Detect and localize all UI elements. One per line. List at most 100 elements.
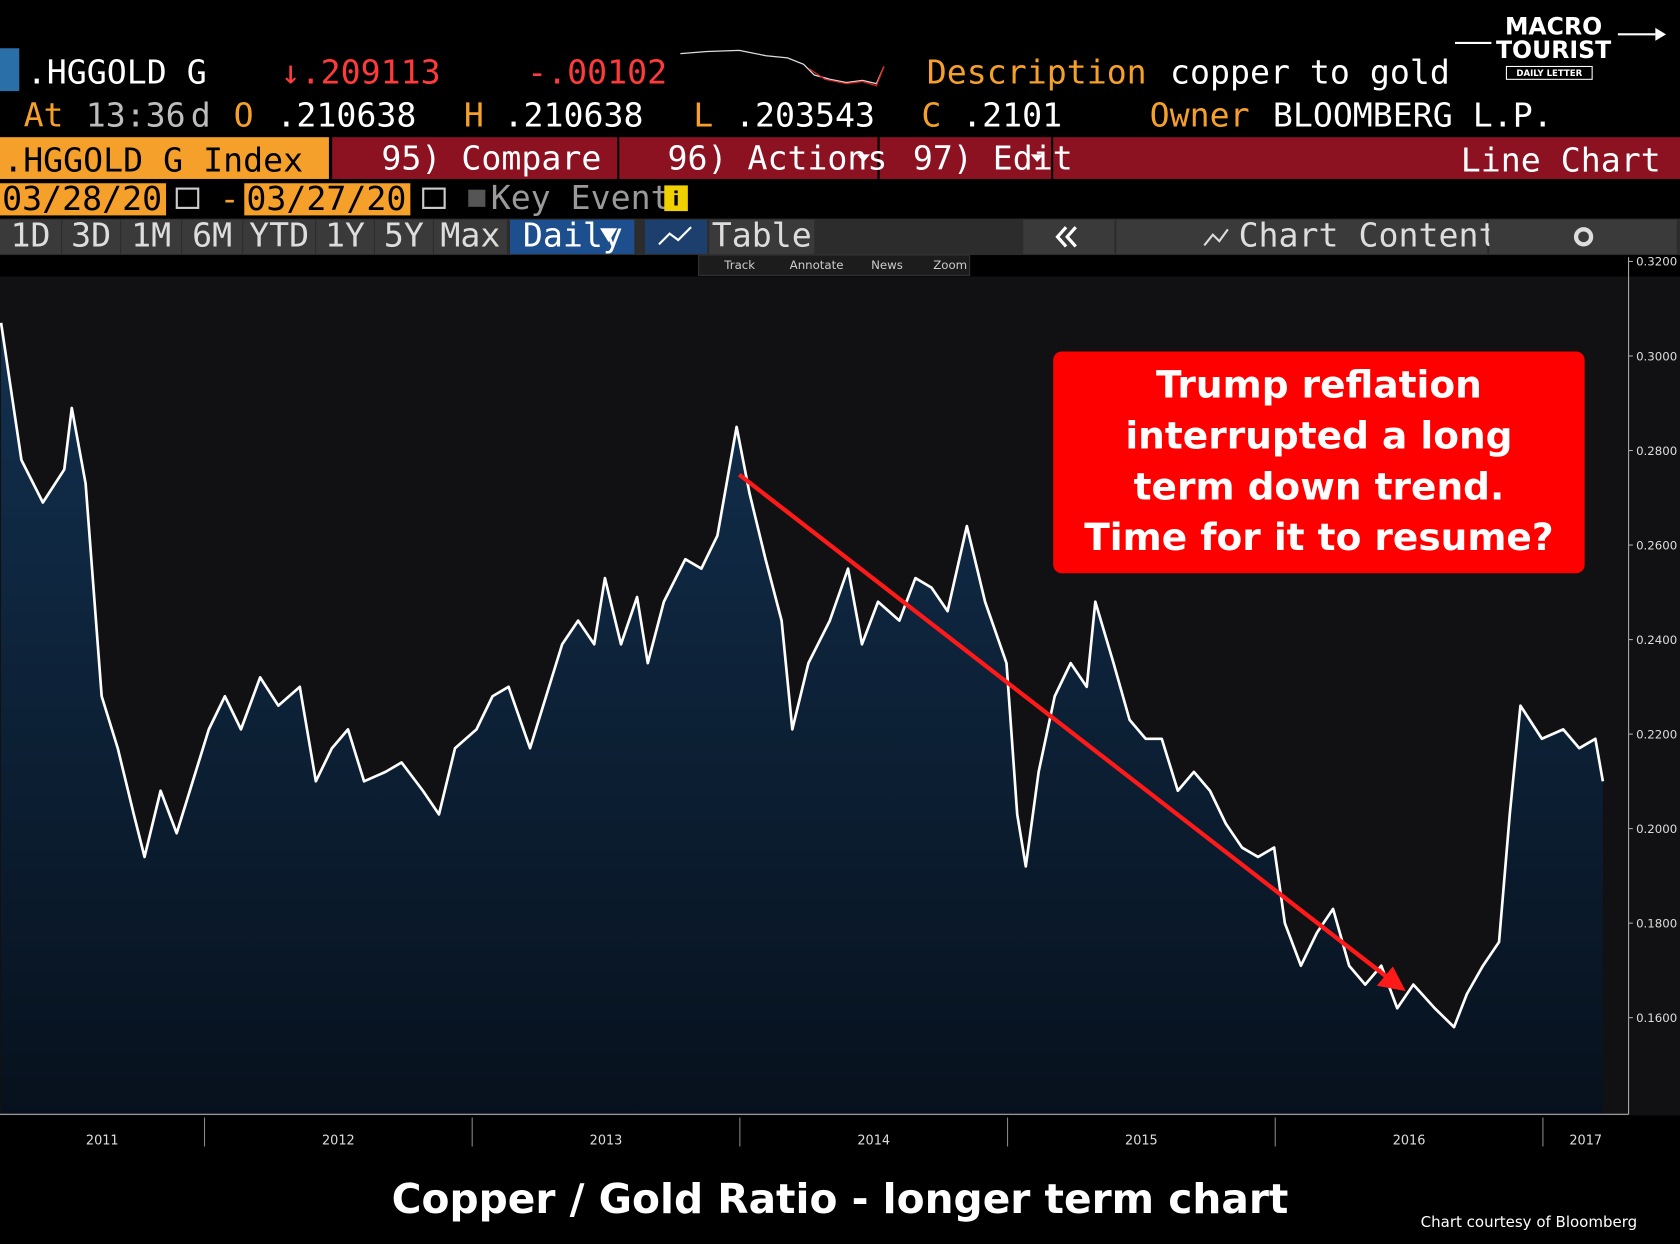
annotation-text: Time for it to resume? [1084,515,1553,559]
settings-icon [1573,227,1594,247]
logo: MACRO TOURIST DAILY LETTER [1455,12,1667,80]
chart: 0.1600 0.1800 0.2000 0.2200 0.2400 0.2600 0.28… [0,255,1677,1148]
collapse-icon [1064,226,1077,248]
chart-content-icon [1203,228,1229,247]
toolbar-items: 1D 3D 1M 6M YTD 1Y 5Y Max Daily Table Chart Conten… [0,215,1677,254]
chart-content-cell[interactable] [1116,219,1488,254]
last-price: ↓.209113 [281,53,441,92]
close: .2101 [962,95,1062,134]
period: 1D [11,215,51,254]
low-label: L [693,95,713,134]
trend-arrow [737,472,1390,980]
annotation-text: Trump reflation [1156,363,1482,407]
logo-arrowhead [1655,27,1667,41]
trend-arrowhead [1376,966,1406,992]
low: .203543 [735,95,875,134]
high: .210638 [504,95,644,134]
x-tick-label: 2014 [857,1133,890,1148]
open: .210638 [276,95,416,134]
period-cell[interactable] [243,219,315,254]
period-cell[interactable] [121,219,182,254]
frequency-cell[interactable] [510,219,635,254]
end-date: 03/27/2017 [246,179,446,218]
close-label: C [921,95,941,134]
dropdown-icon [1030,154,1044,162]
sparkline [680,49,885,85]
ticker: .HGGOLD G [27,53,207,92]
calendar-icon[interactable] [422,187,446,209]
x-tick-label: 2012 [322,1133,355,1148]
caption: Copper / Gold Ratio - longer term chart [392,1175,1289,1223]
calendar-icon[interactable] [175,187,200,209]
tool[interactable]: News [871,258,903,272]
owner-label: Owner [1150,95,1250,134]
y-tick-label: 0.2000 [1636,822,1677,836]
chart-icon [658,226,692,246]
y-tick-label: 0.1800 [1636,916,1677,930]
dropdown-icon [857,154,870,162]
chart-type: Line Chart [1461,140,1661,179]
annotation-text: term down trend. [1134,464,1505,508]
date-separator: - [220,179,240,218]
y-tick-label: 0.3200 [1636,255,1677,269]
security: .HGGOLD G Index [3,140,303,179]
open-label: O [234,95,254,134]
time: 13:36 [86,95,186,134]
tool[interactable]: Annotate [790,258,844,272]
period-cell[interactable] [0,219,62,254]
logo-line2: TOURIST [1496,36,1611,64]
menu-item[interactable]: 95) Compare [381,138,601,177]
annotation-text: interrupted a long [1125,413,1512,457]
annotation-box [1053,351,1585,574]
ticker-marker [0,48,20,92]
description-label: Description [927,53,1147,92]
y-tick-label: 0.2200 [1636,727,1677,741]
y-tick-label: 0.2600 [1636,538,1677,552]
x-tick-label: 2017 [1569,1133,1602,1148]
credit: Chart courtesy of Bloomberg [1421,1213,1637,1231]
security-cell[interactable] [0,137,329,179]
y-tick-label: 0.2400 [1636,633,1677,647]
x-tick-label: 2011 [86,1133,119,1148]
period: Max [440,215,500,254]
line [0,322,1605,1029]
period-cell[interactable] [375,219,433,254]
menu-item[interactable]: 97) Edit [913,138,1073,177]
chart-content: Chart Content [1239,215,1499,254]
price-change: -.00102 [527,53,667,92]
period: 1Y [325,215,365,254]
info: i [673,188,680,211]
period-cell[interactable] [433,219,507,254]
period-cell[interactable] [316,219,374,254]
time-suffix: d [191,95,211,134]
x-tick-label: 2016 [1393,1133,1426,1148]
area [1,322,1603,1115]
annotation: Trump reflation interrupted a long term do… [737,351,1585,992]
tools-bar [698,254,971,276]
table-cell[interactable] [709,219,815,254]
collapse-icon [1055,226,1068,248]
start-date-box[interactable] [0,183,167,216]
x-tick-label: 2013 [590,1133,623,1148]
period-cell[interactable] [182,219,243,254]
end-date-box[interactable] [244,183,411,216]
chart-icon-cell[interactable] [645,219,708,254]
at-label: At [24,95,64,134]
tools: Track Annotate News Zoom [723,258,967,272]
tool[interactable]: Zoom [933,258,967,272]
info-box[interactable] [664,185,688,212]
period: 6M [192,215,232,254]
logo-line1: MACRO [1505,12,1602,40]
settings-cell[interactable] [1489,219,1677,254]
tool[interactable]: Track [723,258,755,272]
key-events: Key Events [491,178,691,217]
logo-ribbon [1505,65,1593,80]
checkbox[interactable] [468,189,486,207]
y-tick-label: 0.1600 [1636,1011,1677,1025]
x-tick-label: 2015 [1125,1133,1158,1148]
menu-item[interactable]: 96) Actions [668,138,888,177]
y-tick-label: 0.2800 [1636,444,1677,458]
period-cell[interactable] [62,219,120,254]
dropdown-icon [600,228,618,243]
